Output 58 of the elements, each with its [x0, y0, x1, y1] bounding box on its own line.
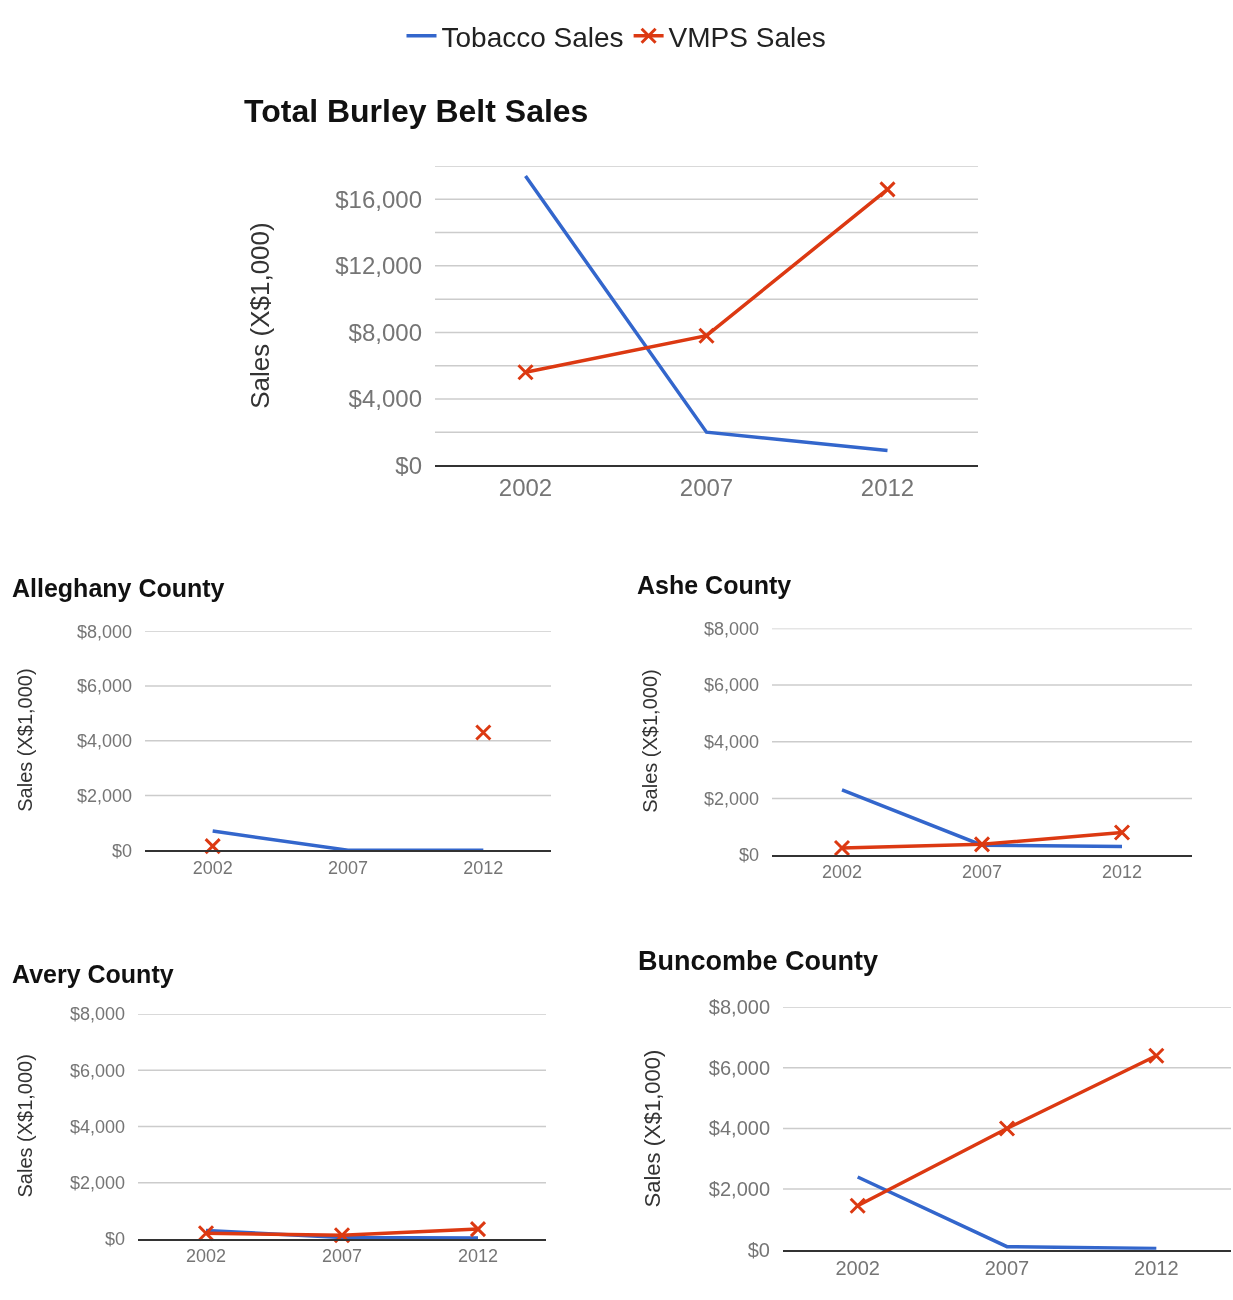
- y-axis-title: Sales (X$1,000): [639, 669, 662, 813]
- y-axis-title: Sales (X$1,000): [639, 1049, 665, 1208]
- y-tick-label: $4,000: [708, 1117, 770, 1140]
- y-tick-label: $6,000: [708, 1056, 770, 1079]
- x-tick-label: 2012: [457, 1246, 499, 1267]
- y-tick-label: $0: [104, 1229, 125, 1250]
- y-tick-label: $0: [738, 845, 759, 866]
- x-tick-label: 2007: [679, 474, 734, 501]
- y-tick-label: $0: [395, 451, 422, 479]
- x-tick-label: 2012: [860, 474, 915, 501]
- y-tick-label: $2,000: [708, 1178, 770, 1201]
- legend-label: Tobacco Sales: [441, 21, 624, 53]
- y-tick-label: $0: [111, 840, 132, 861]
- y-tick-label: $2,000: [76, 785, 132, 806]
- point: [698, 327, 715, 345]
- y-tick-label: $4,000: [76, 731, 132, 752]
- point: [1147, 1047, 1165, 1065]
- legend-label: VMPS Sales: [668, 21, 826, 53]
- x-tick-label: 2012: [1134, 1257, 1179, 1280]
- y-tick-label: $6,000: [76, 676, 132, 697]
- x-tick-label: 2002: [185, 1246, 227, 1267]
- y-tick-label: $8,000: [348, 318, 422, 346]
- y-tick-label: $6,000: [69, 1060, 125, 1081]
- y-tick-label: $8,000: [76, 621, 132, 642]
- x-tick-label: 2007: [327, 857, 369, 878]
- x-tick-label: 2007: [961, 862, 1003, 883]
- y-axis-title: Sales (X$1,000): [14, 1054, 37, 1198]
- chart-title: Alleghany County: [12, 574, 225, 602]
- y-tick-label: $4,000: [348, 385, 422, 413]
- x-tick-label: 2002: [498, 474, 553, 501]
- y-axis-title: Sales (X$1,000): [245, 222, 276, 409]
- y-tick-label: $0: [747, 1238, 770, 1261]
- chart-title: Avery County: [12, 960, 174, 988]
- point: [849, 1197, 867, 1215]
- chart-title: Buncombe County: [638, 946, 878, 976]
- y-tick-label: $12,000: [335, 252, 422, 280]
- y-tick-label: $8,000: [708, 996, 770, 1019]
- y-axis-title: Sales (X$1,000): [14, 668, 37, 812]
- point: [998, 1119, 1016, 1137]
- x-tick-label: 2007: [984, 1257, 1030, 1280]
- x-tick-label: 2002: [192, 857, 233, 878]
- y-tick-label: $6,000: [703, 675, 759, 696]
- chart-title: Total Burley Belt Sales: [244, 93, 589, 129]
- y-tick-label: $8,000: [703, 618, 759, 639]
- point: [879, 180, 896, 198]
- y-tick-label: $4,000: [703, 732, 759, 753]
- point: [517, 363, 534, 381]
- x-tick-label: 2002: [835, 1257, 880, 1280]
- x-tick-label: 2012: [1101, 862, 1143, 883]
- x-tick-label: 2012: [463, 857, 504, 878]
- y-tick-label: $2,000: [703, 788, 759, 809]
- x-tick-label: 2002: [821, 862, 863, 883]
- y-tick-label: $16,000: [335, 185, 422, 213]
- chart-title: Ashe County: [637, 571, 792, 599]
- y-tick-label: $4,000: [69, 1116, 125, 1137]
- x-tick-label: 2007: [321, 1246, 363, 1267]
- y-tick-label: $2,000: [69, 1173, 125, 1194]
- y-tick-label: $8,000: [69, 1004, 125, 1025]
